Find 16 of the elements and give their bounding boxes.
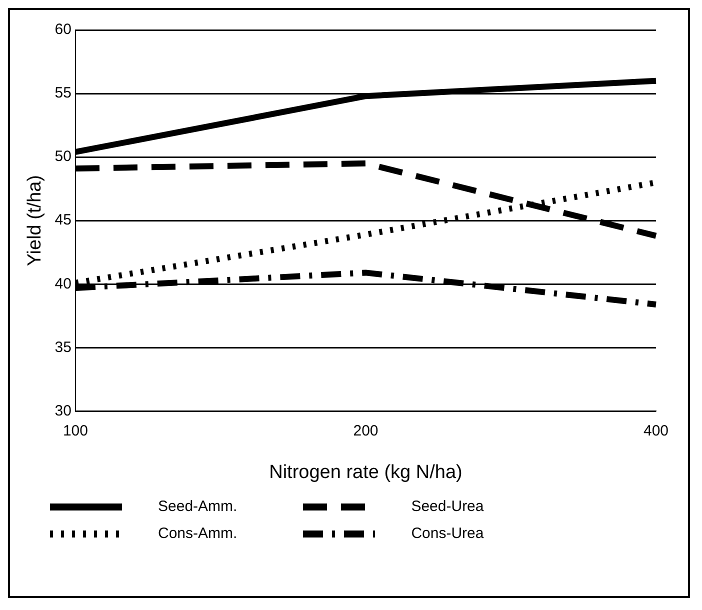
- y-tick-label: 30: [54, 402, 72, 420]
- x-tick-label: 200: [353, 422, 378, 440]
- legend-label: Cons-Urea: [411, 525, 484, 542]
- y-tick-label: 45: [54, 212, 72, 229]
- x-tick-label: 400: [643, 422, 669, 440]
- y-tick-label: 60: [54, 21, 72, 38]
- y-tick-label: 55: [54, 84, 72, 102]
- y-axis-title: Yield (t/ha): [24, 175, 46, 266]
- y-tick-label: 50: [54, 148, 72, 166]
- legend-label: Cons-Amm.: [158, 525, 238, 542]
- x-axis-title: Nitrogen rate (kg N/ha): [269, 462, 462, 483]
- legend-label: Seed-Urea: [411, 498, 484, 515]
- x-tick-label: 100: [62, 422, 88, 440]
- y-tick-label: 40: [54, 275, 72, 292]
- legend-label: Seed-Amm.: [158, 498, 238, 515]
- y-tick-label: 35: [54, 338, 72, 356]
